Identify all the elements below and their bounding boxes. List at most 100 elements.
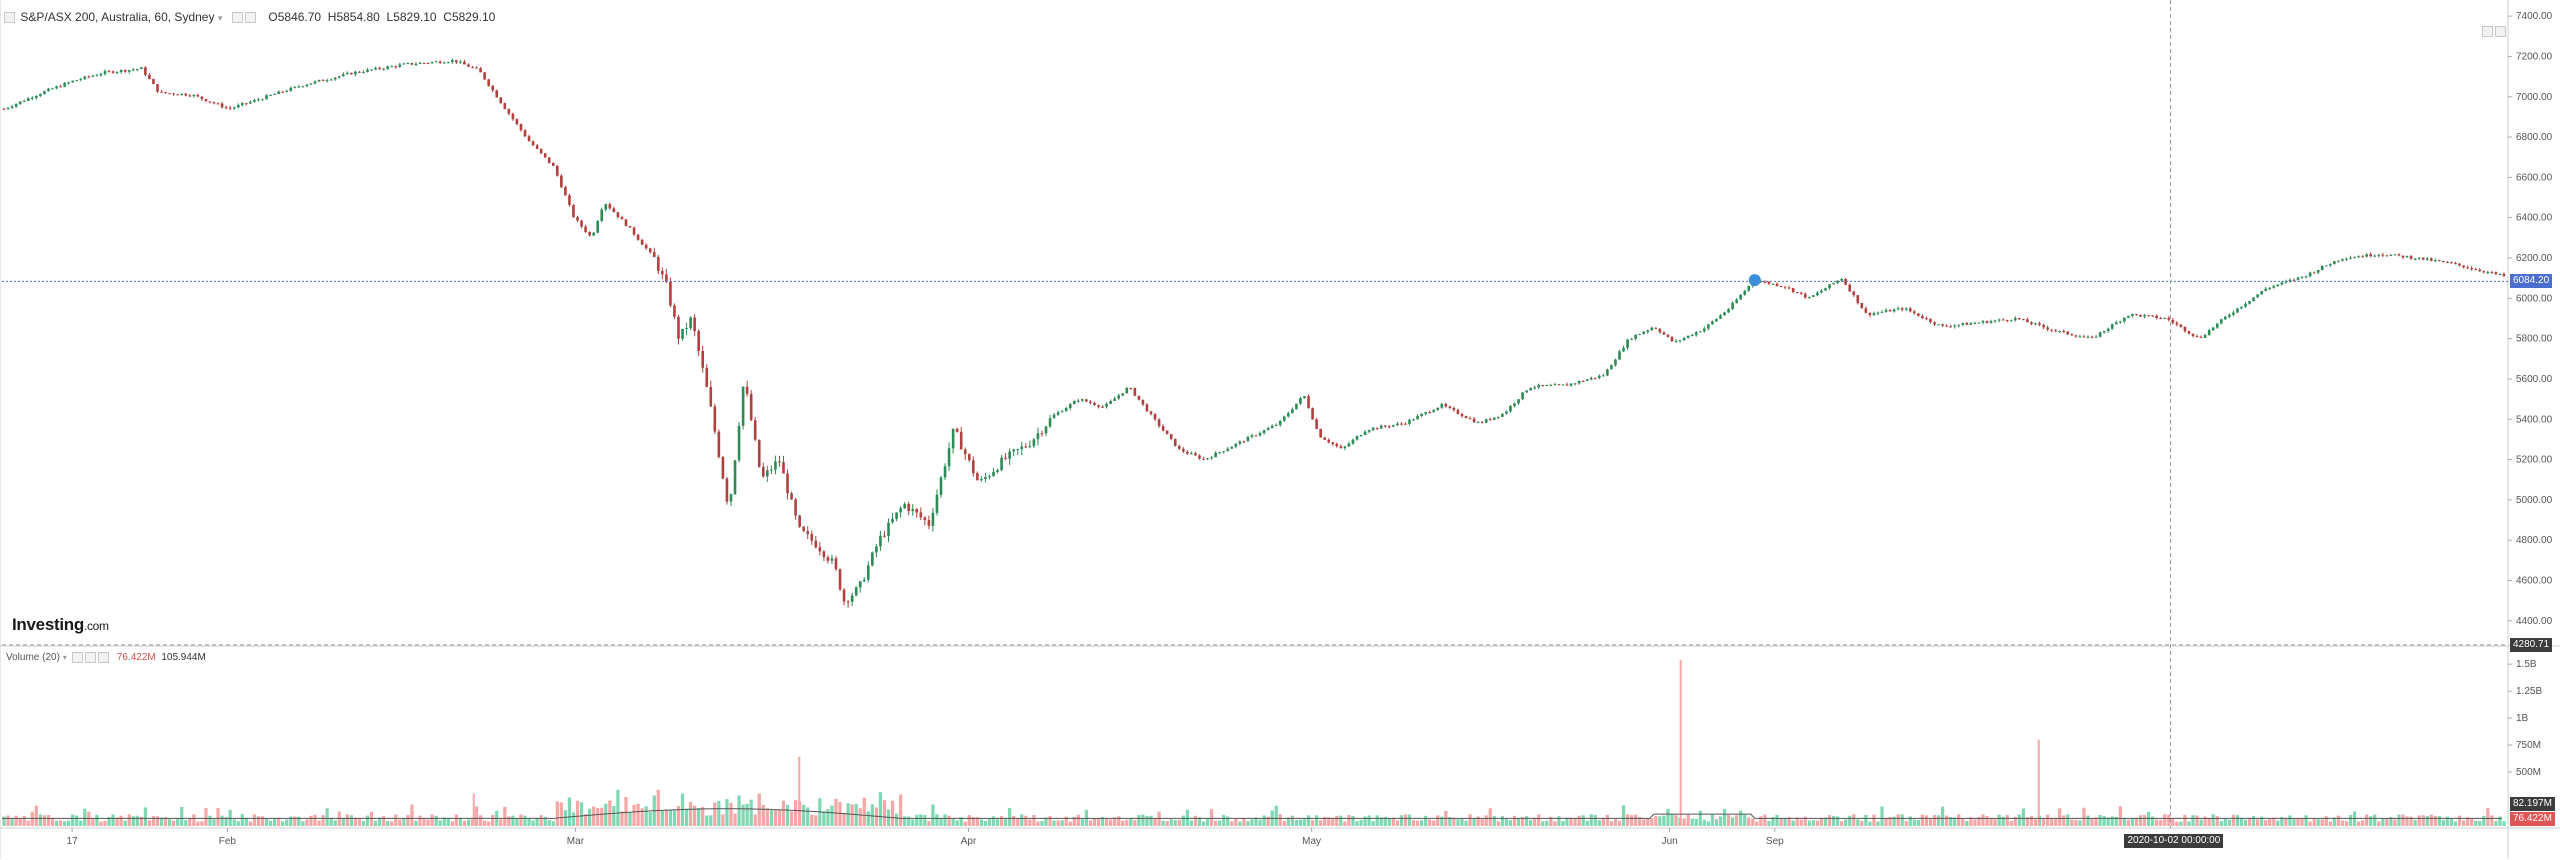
volume-bar: [1355, 821, 1359, 826]
close-icon[interactable]: [98, 652, 110, 663]
volume-bar: [1383, 816, 1387, 826]
volume-bar: [2502, 821, 2506, 826]
volume-bar: [2365, 814, 2369, 826]
candle-body: [1226, 448, 1230, 452]
volume-bar: [987, 818, 992, 826]
volume-title[interactable]: Volume (20): [6, 652, 60, 664]
volume-bar: [1569, 817, 1573, 826]
collapse-icon[interactable]: [4, 12, 15, 24]
chevron-down-icon[interactable]: ▾: [62, 653, 67, 663]
volume-bar: [2146, 811, 2151, 826]
candle-body: [551, 162, 555, 166]
volume-bar: [1096, 818, 1101, 826]
volume-bar: [333, 820, 337, 826]
candle-body: [180, 93, 184, 95]
volume-bar: [418, 815, 422, 826]
candle-body: [1202, 458, 1205, 460]
candle-body: [1682, 337, 1686, 341]
candle-body: [721, 456, 725, 479]
candle-body: [1436, 407, 1440, 411]
candle-body: [1872, 313, 1876, 316]
candle-body: [467, 64, 470, 67]
candle-body: [1674, 340, 1678, 342]
symbol-title[interactable]: S&P/ASX 200, Australia, 60, Sydney: [20, 10, 215, 24]
volume-bar: [2461, 820, 2466, 826]
volume-bar: [361, 820, 366, 826]
candle-body: [1177, 446, 1181, 449]
volume-bar: [1250, 819, 1254, 826]
candle-body: [1553, 384, 1557, 386]
candle-body: [2183, 326, 2187, 332]
candle-body: [1840, 278, 1843, 281]
settings-icon[interactable]: [85, 652, 97, 663]
candle-body: [2365, 254, 2368, 257]
close-icon[interactable]: [245, 12, 257, 24]
price-tick-label: 4600.00: [2516, 576, 2553, 587]
candle-body: [2098, 332, 2102, 337]
candle-body: [2393, 254, 2397, 256]
candle-body: [862, 579, 866, 582]
candle-body: [1747, 286, 1751, 291]
volume-spike-bar: [2037, 739, 2040, 826]
volume-bar: [1351, 815, 1355, 826]
candle-body: [1335, 443, 1339, 447]
candle-body: [289, 87, 293, 91]
candle-body: [511, 113, 515, 120]
chevron-down-icon[interactable]: ▾: [217, 13, 223, 23]
candle-body: [1824, 288, 1827, 291]
candle-body: [842, 589, 846, 602]
candle-body: [1101, 406, 1104, 408]
candle-body: [644, 244, 648, 249]
candle-body: [2466, 267, 2469, 269]
candle-body: [1068, 404, 1072, 409]
candle-body: [2207, 330, 2211, 335]
candle-body: [1743, 290, 1747, 295]
volume-bar: [1751, 818, 1755, 826]
volume-bar: [1617, 820, 1622, 826]
volume-bar: [1904, 821, 1908, 826]
candle-body: [1703, 328, 1706, 332]
candle-body: [1577, 381, 1581, 384]
candle-body: [1666, 334, 1670, 337]
candle-body: [414, 63, 418, 65]
candle-body: [1541, 385, 1545, 387]
candle-body: [2442, 261, 2445, 263]
volume-bar: [1068, 821, 1072, 826]
volume-bar: [1508, 820, 1513, 826]
volume-bar: [18, 818, 22, 826]
candle-body: [1820, 290, 1823, 293]
volume-bar: [353, 817, 358, 826]
volume-bar: [1032, 814, 1036, 826]
candle-body: [79, 79, 83, 81]
minimize-icon[interactable]: [2495, 26, 2506, 38]
candle-body: [907, 503, 910, 511]
volume-bar: [898, 794, 903, 826]
time-tick-label: Apr: [961, 836, 977, 847]
candle-body: [2195, 335, 2199, 337]
candle-body: [1056, 412, 1060, 415]
volume-bar: [1056, 820, 1060, 826]
volume-bar: [1145, 815, 1149, 826]
candle-body: [1638, 333, 1641, 335]
candle-body: [1032, 439, 1036, 447]
volume-bar: [814, 815, 818, 826]
settings-icon[interactable]: [232, 12, 244, 24]
candle-body: [547, 157, 551, 163]
volume-tag-2: 76.422M: [2510, 811, 2555, 826]
volume-bar: [1476, 816, 1480, 826]
candle-body: [632, 227, 636, 235]
maximize-icon[interactable]: [2482, 26, 2493, 38]
volume-bar: [1949, 817, 1953, 826]
volume-bar: [103, 820, 107, 826]
candle-body: [2462, 265, 2465, 268]
candle-body: [1949, 326, 1952, 328]
candle-body: [875, 546, 878, 553]
candle-body: [172, 93, 175, 95]
candle-body: [216, 103, 220, 105]
volume-bar: [1209, 809, 1214, 826]
volume-bar: [2033, 819, 2038, 826]
collapse-icon[interactable]: [72, 652, 84, 663]
volume-bar: [406, 814, 410, 826]
volume-bar: [1201, 821, 1206, 826]
